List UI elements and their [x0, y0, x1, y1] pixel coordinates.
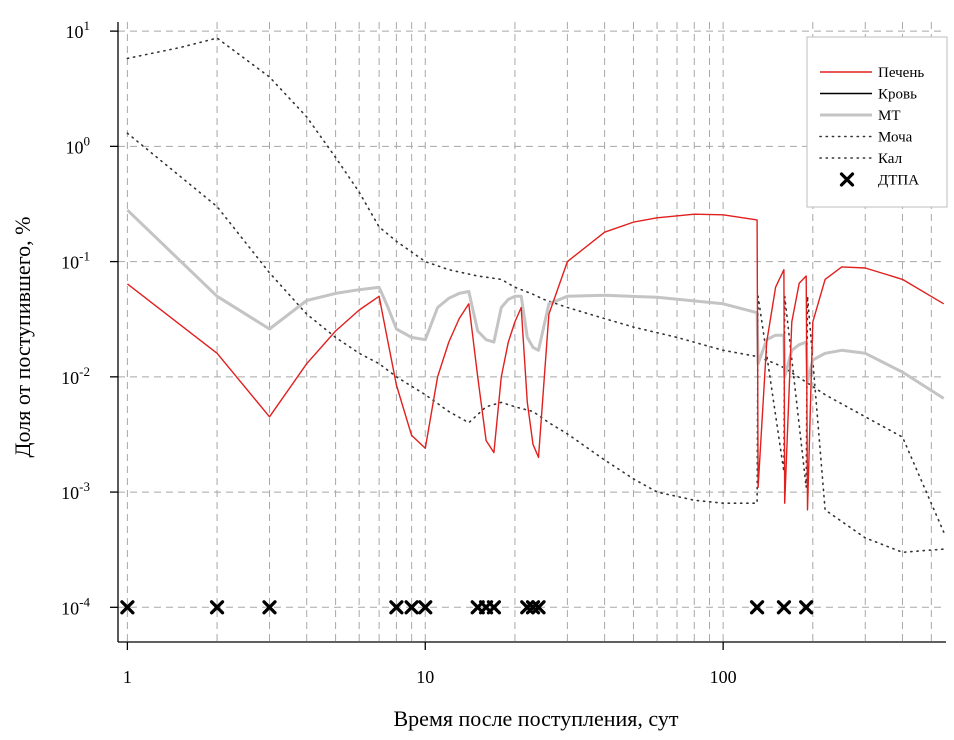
series-line-МТ: [127, 210, 943, 398]
y-tick-label: 10-4: [61, 594, 90, 618]
y-tick-label: 10-2: [61, 364, 90, 388]
x-tick-label: 100: [710, 667, 737, 687]
legend-box: [807, 37, 947, 207]
x-axis-title: Время после поступления, сут: [394, 706, 679, 731]
x-tick-label: 10: [416, 667, 434, 687]
legend-label: Кал: [878, 151, 903, 167]
legend-label: Моча: [878, 130, 913, 146]
y-tick-label: 10-1: [61, 249, 90, 273]
legend-label: МТ: [878, 108, 901, 124]
legend: Печень Кровь МТ Моча Кал ДТПА: [807, 37, 947, 207]
tick-labels: 1 10 100 101 100 10-1 10-2 10-3 10-4: [61, 18, 736, 687]
x-tick-label: 1: [123, 667, 132, 687]
legend-label: ДТПА: [878, 173, 919, 189]
legend-label: Печень: [878, 65, 924, 81]
y-tick-label: 100: [66, 133, 91, 157]
y-tick-label: 101: [66, 18, 91, 42]
legend-label: Кровь: [878, 87, 917, 103]
y-axis-title: Доля от поступившего, %: [10, 217, 35, 458]
y-tick-label: 10-3: [61, 479, 90, 503]
